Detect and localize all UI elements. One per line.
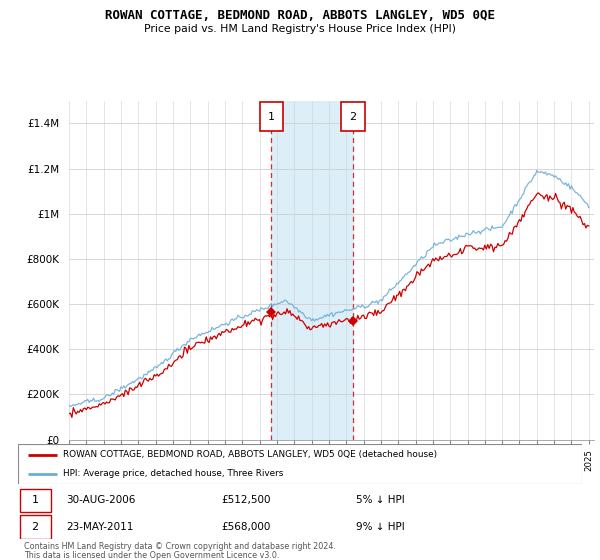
Text: £568,000: £568,000 [221,522,271,532]
Text: This data is licensed under the Open Government Licence v3.0.: This data is licensed under the Open Gov… [24,551,280,560]
Text: 23-MAY-2011: 23-MAY-2011 [66,522,133,532]
Text: 1: 1 [31,496,38,506]
FancyBboxPatch shape [260,102,283,131]
FancyBboxPatch shape [20,515,51,539]
Text: £512,500: £512,500 [221,496,271,506]
Bar [271,101,353,440]
Text: Contains HM Land Registry data © Crown copyright and database right 2024.: Contains HM Land Registry data © Crown c… [24,542,336,550]
FancyBboxPatch shape [20,489,51,512]
Text: 9% ↓ HPI: 9% ↓ HPI [356,522,405,532]
FancyBboxPatch shape [341,102,365,131]
Text: 2: 2 [31,522,38,532]
Text: 2: 2 [349,112,356,122]
Text: 30-AUG-2006: 30-AUG-2006 [66,496,136,506]
Text: ROWAN COTTAGE, BEDMOND ROAD, ABBOTS LANGLEY, WD5 0QE (detached house): ROWAN COTTAGE, BEDMOND ROAD, ABBOTS LANG… [63,450,437,459]
FancyBboxPatch shape [18,444,582,484]
Text: HPI: Average price, detached house, Three Rivers: HPI: Average price, detached house, Thre… [63,469,283,478]
Text: Price paid vs. HM Land Registry's House Price Index (HPI): Price paid vs. HM Land Registry's House … [144,24,456,34]
Text: 5% ↓ HPI: 5% ↓ HPI [356,496,405,506]
Text: ROWAN COTTAGE, BEDMOND ROAD, ABBOTS LANGLEY, WD5 0QE: ROWAN COTTAGE, BEDMOND ROAD, ABBOTS LANG… [105,9,495,22]
Text: 1: 1 [268,112,275,122]
